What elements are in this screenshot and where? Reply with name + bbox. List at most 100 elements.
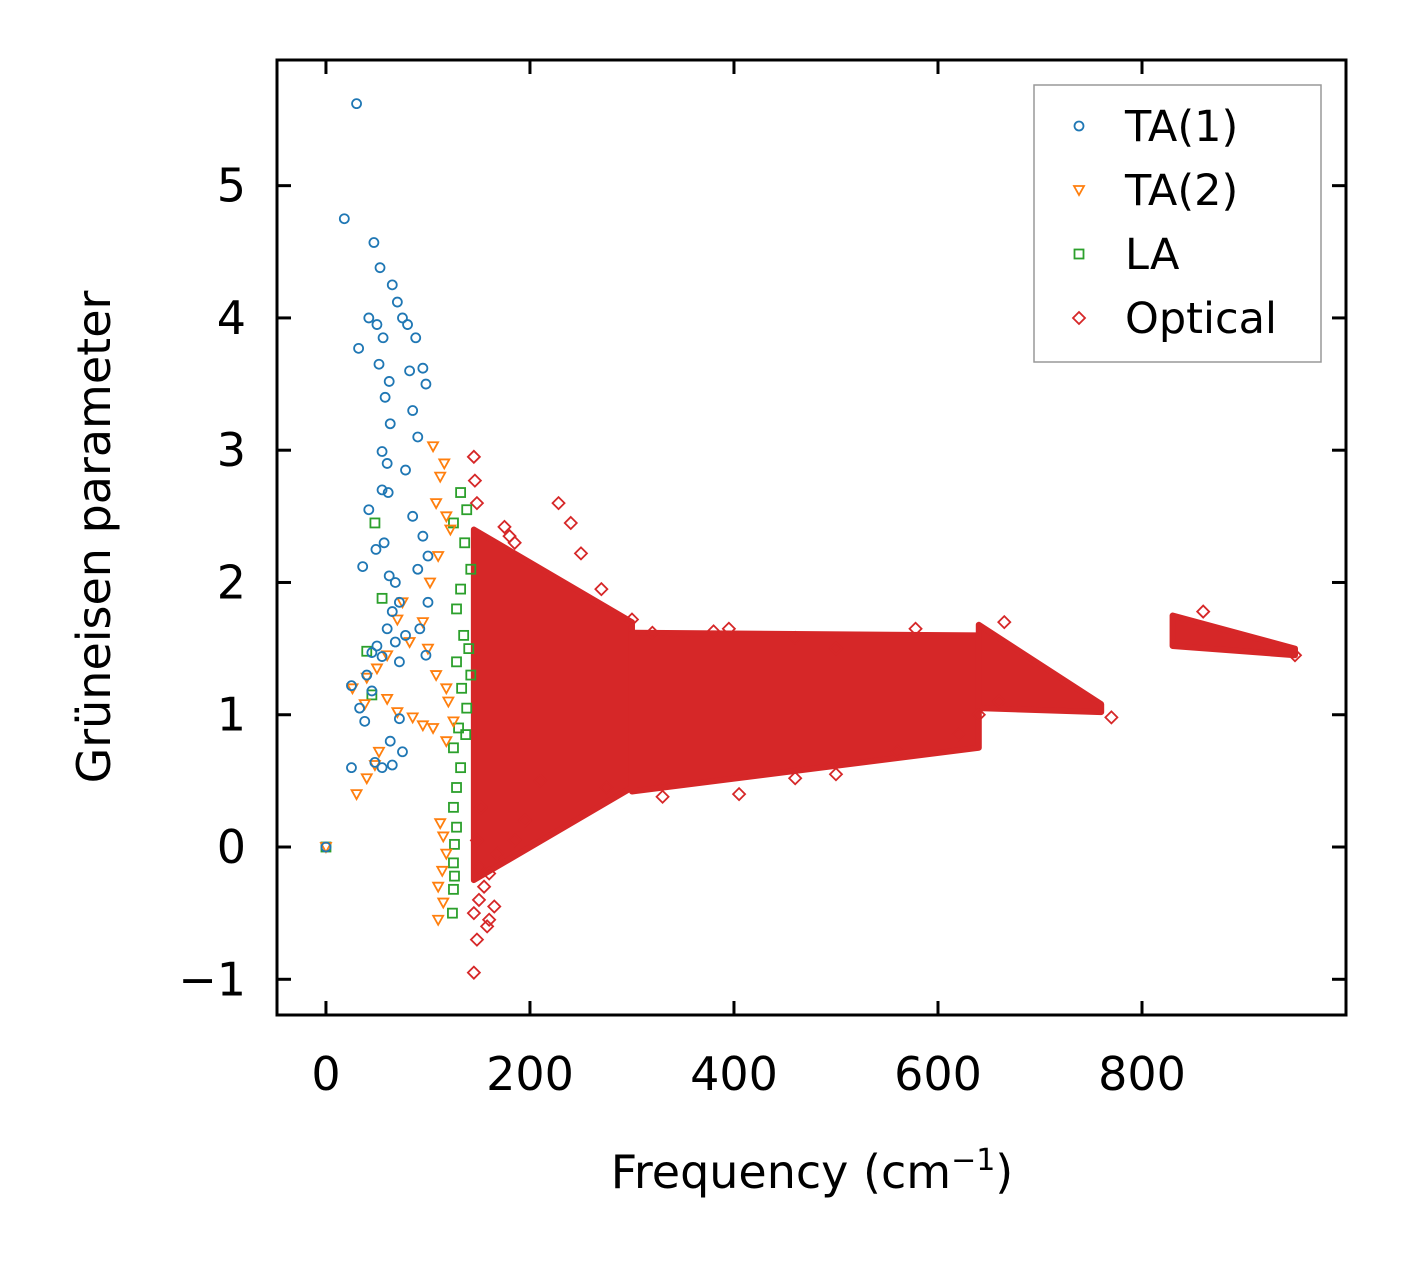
optical-point: [828, 766, 844, 782]
ta-2-point: [443, 524, 457, 537]
optical-point: [991, 694, 1007, 709]
ta-1-point: [412, 431, 424, 443]
x-axis-label-superscript: −1: [951, 1143, 995, 1178]
ta-2-point: [429, 498, 443, 510]
ta-1-point: [383, 570, 395, 582]
optical-point: [497, 519, 512, 535]
optical-point: [467, 473, 483, 488]
optical-point: [466, 905, 482, 921]
la-point: [460, 729, 472, 740]
ta-1-point: [381, 623, 393, 635]
ta-1-point: [361, 669, 373, 681]
optical-point: [889, 744, 905, 760]
y-axis-label: Grüneisen parameter: [67, 290, 121, 783]
ta-1-point: [397, 746, 408, 758]
la-point: [448, 857, 459, 869]
x-tick-label: 200: [486, 1047, 574, 1101]
la-point: [449, 838, 460, 850]
ta-1-point: [404, 365, 416, 377]
optical-point: [787, 770, 803, 786]
optical-point: [731, 786, 747, 802]
ta-2-point: [439, 848, 453, 861]
ta-1-point: [359, 715, 371, 727]
y-tick-label: 3: [217, 423, 246, 477]
ta-1-point: [414, 623, 426, 635]
x-tick-label: 0: [311, 1047, 340, 1101]
y-tick-label: 0: [217, 820, 246, 874]
ta-2-point: [390, 614, 404, 627]
optical-point: [476, 879, 492, 894]
la-point: [456, 682, 468, 694]
ta-1-point: [420, 378, 432, 390]
ta-1-point: [351, 98, 362, 110]
optical-point: [594, 581, 609, 597]
ta-1-point: [338, 213, 350, 225]
ta-2-point: [431, 881, 445, 894]
x-axis-label-close: ): [995, 1145, 1013, 1199]
ta-2-point: [439, 736, 453, 749]
ta-1-point: [374, 262, 386, 274]
ta-1-point: [386, 759, 398, 771]
ta-2-point: [431, 914, 445, 927]
optical-point: [624, 612, 640, 627]
plot-frame: [275, 58, 1348, 1017]
ta-1-point: [354, 702, 366, 714]
ta-2-point: [441, 696, 455, 709]
la-point: [463, 643, 475, 655]
x-tick-label: 400: [690, 1047, 778, 1101]
la-point: [451, 782, 462, 793]
ta-2-point: [372, 746, 386, 759]
ta-1-point: [391, 296, 403, 308]
optical-point: [486, 899, 502, 914]
ta-1-point: [346, 762, 357, 774]
ta-1-point: [369, 756, 381, 768]
optical-point: [481, 912, 497, 928]
ta-2-point: [380, 650, 394, 663]
ta-2-point: [426, 441, 440, 454]
optical-point: [971, 707, 987, 723]
optical-region-0: [470, 526, 635, 884]
data-points: [319, 98, 1303, 980]
ta-2-point: [416, 720, 430, 733]
ta-2-point: [436, 897, 450, 910]
ta-1-point: [363, 504, 375, 516]
ta-2-point: [433, 818, 447, 831]
ta-1-point: [370, 544, 382, 555]
la-point: [376, 592, 388, 604]
optical-point: [573, 546, 589, 561]
la-point: [447, 907, 458, 919]
optical-density-regions: [470, 526, 1298, 884]
la-point: [369, 517, 381, 529]
ta-2-point: [435, 865, 449, 878]
ta-1-point: [377, 332, 389, 344]
optical-point: [655, 789, 670, 805]
la-point: [449, 870, 460, 882]
la-point: [455, 583, 467, 595]
la-point: [455, 487, 467, 498]
optical-region-1: [628, 629, 982, 795]
legend-label: Optical: [1125, 294, 1277, 344]
ta-1-point: [366, 685, 378, 697]
x-tick-label: 800: [1098, 1047, 1186, 1101]
ta-1-point: [379, 391, 391, 403]
optical-point: [466, 449, 482, 465]
legend-marker: [1073, 120, 1085, 132]
ta-2-point: [429, 670, 443, 682]
optical-point: [599, 780, 614, 795]
ta-1-point: [368, 237, 380, 248]
optical-point: [479, 919, 495, 934]
y-tick-label: 2: [217, 555, 246, 609]
ta-1-point: [383, 376, 395, 387]
ta-2-point: [433, 471, 447, 484]
ta-2-point: [380, 693, 394, 706]
ta-1-point: [353, 342, 365, 354]
la-point: [458, 629, 470, 641]
ta-2-point: [416, 617, 430, 630]
ta-2-point: [350, 789, 364, 801]
ta-2-point: [436, 831, 450, 844]
ta-1-point: [363, 312, 375, 324]
ta-1-point: [366, 647, 378, 658]
ta-2-point: [437, 458, 451, 471]
optical-point: [1287, 647, 1303, 663]
ta-1-point: [382, 487, 394, 498]
